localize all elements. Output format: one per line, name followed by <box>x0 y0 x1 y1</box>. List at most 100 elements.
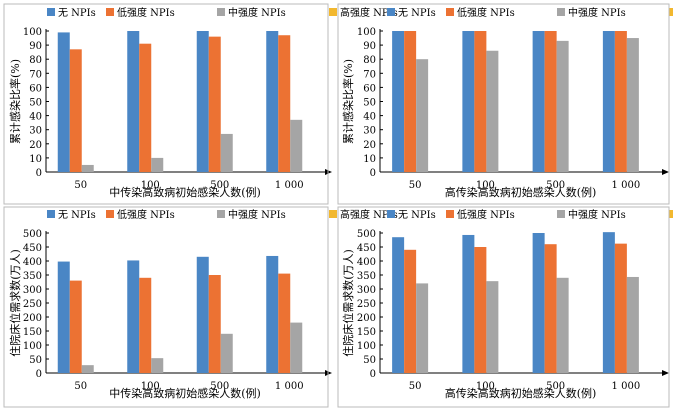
y-tick-label: 250 <box>357 299 376 310</box>
x-tick-label: 50 <box>409 381 422 392</box>
legend-swatch <box>329 210 337 218</box>
bar <box>544 244 557 373</box>
bar <box>486 50 499 172</box>
y-tick-label: 350 <box>357 271 376 282</box>
y-tick-label: 50 <box>363 98 376 109</box>
x-axis-label: 中传染高致病初始感染人数(例) <box>109 185 261 199</box>
legend-swatch <box>669 210 673 218</box>
y-tick-label: 80 <box>363 55 376 66</box>
legend-label: 无 NPIs <box>398 8 436 19</box>
bar <box>404 249 417 373</box>
x-tick-label: 50 <box>409 180 422 191</box>
bar <box>614 31 627 172</box>
y-tick-label: 100 <box>23 341 42 352</box>
bar <box>556 40 569 173</box>
bar <box>614 243 627 373</box>
y-tick-label: 30 <box>29 126 42 137</box>
y-tick-label: 0 <box>370 168 376 179</box>
legend-label: 中强度 NPIs <box>228 6 286 19</box>
chart-panel-4: 无 NPIs 低强度 NPIs 中强度 NPIs 高强度 NPIs 0 50 100 150 2… <box>337 206 673 408</box>
bar <box>532 31 545 172</box>
bar <box>139 43 152 172</box>
bar <box>81 365 94 373</box>
y-tick-label: 200 <box>23 313 42 324</box>
bar <box>416 283 429 373</box>
bar <box>151 157 164 172</box>
y-tick-label: 50 <box>29 355 42 366</box>
legend-label: 无 NPIs <box>58 210 96 221</box>
bar <box>602 232 615 373</box>
legend-label: 中强度 NPIs <box>228 208 286 221</box>
bar <box>404 31 417 172</box>
legend-label: 低强度 NPIs <box>117 208 175 221</box>
x-tick-label: 50 <box>74 180 87 191</box>
legend-label: 无 NPIs <box>58 8 96 19</box>
bar <box>392 237 405 373</box>
bar <box>220 133 233 172</box>
legend-swatch <box>446 8 454 16</box>
legend-swatch <box>106 8 114 16</box>
bar <box>196 256 209 373</box>
x-axis-arrow <box>662 169 669 175</box>
bar <box>278 35 291 173</box>
bar <box>266 31 279 172</box>
y-tick-label: 60 <box>363 83 376 94</box>
y-tick-label: 300 <box>23 285 42 296</box>
y-tick-label: 150 <box>357 327 376 338</box>
x-tick-label: 100 <box>141 180 160 191</box>
y-axis-label: 累计感染比率(%) <box>341 59 355 144</box>
y-tick-label: 20 <box>363 140 376 151</box>
bar <box>474 31 487 172</box>
legend-swatch <box>329 8 337 16</box>
y-tick-label: 40 <box>363 112 376 123</box>
bar <box>127 260 140 373</box>
y-tick-label: 60 <box>29 83 42 94</box>
y-tick-label: 70 <box>363 69 376 80</box>
bar <box>462 31 475 172</box>
bar <box>69 280 82 373</box>
y-tick-label: 500 <box>357 229 376 240</box>
x-tick-label: 500 <box>210 180 229 191</box>
bar <box>57 261 70 373</box>
y-tick-label: 100 <box>357 341 376 352</box>
x-tick-label: 1 000 <box>612 180 641 191</box>
y-tick-label: 90 <box>363 41 376 52</box>
legend-swatch <box>387 210 395 218</box>
y-axis-label: 住院床位需求数(万人) <box>8 249 22 357</box>
bar <box>196 31 209 172</box>
bar <box>392 31 405 172</box>
panel-border <box>337 206 670 408</box>
y-tick-label: 400 <box>23 257 42 268</box>
x-axis-label: 中传染高致病初始感染人数(例) <box>109 386 261 400</box>
x-tick-label: 50 <box>74 381 87 392</box>
y-tick-label: 50 <box>29 98 42 109</box>
legend-swatch <box>557 210 565 218</box>
y-tick-label: 30 <box>363 126 376 137</box>
bar <box>220 333 233 373</box>
legend-label: 无 NPIs <box>398 210 436 221</box>
bar <box>69 49 82 172</box>
legend-swatch <box>217 210 225 218</box>
bar <box>290 322 303 373</box>
bar <box>532 233 545 373</box>
legend-swatch <box>387 8 395 16</box>
legend-label: 中强度 NPIs <box>568 6 626 19</box>
legend-label: 中强度 NPIs <box>568 208 626 221</box>
bar <box>208 36 221 172</box>
y-tick-label: 300 <box>357 285 376 296</box>
y-tick-label: 40 <box>29 112 42 123</box>
y-tick-label: 0 <box>36 369 42 380</box>
y-tick-label: 70 <box>29 69 42 80</box>
y-tick-label: 450 <box>23 243 42 254</box>
bar <box>81 164 94 172</box>
y-tick-label: 500 <box>23 229 42 240</box>
legend-swatch <box>47 8 55 16</box>
x-axis-arrow <box>662 370 669 376</box>
legend-swatch <box>557 8 565 16</box>
bar <box>544 31 557 172</box>
bar <box>626 276 639 373</box>
y-tick-label: 20 <box>29 140 42 151</box>
bar <box>266 255 279 373</box>
bar <box>151 358 164 373</box>
legend-swatch <box>106 210 114 218</box>
